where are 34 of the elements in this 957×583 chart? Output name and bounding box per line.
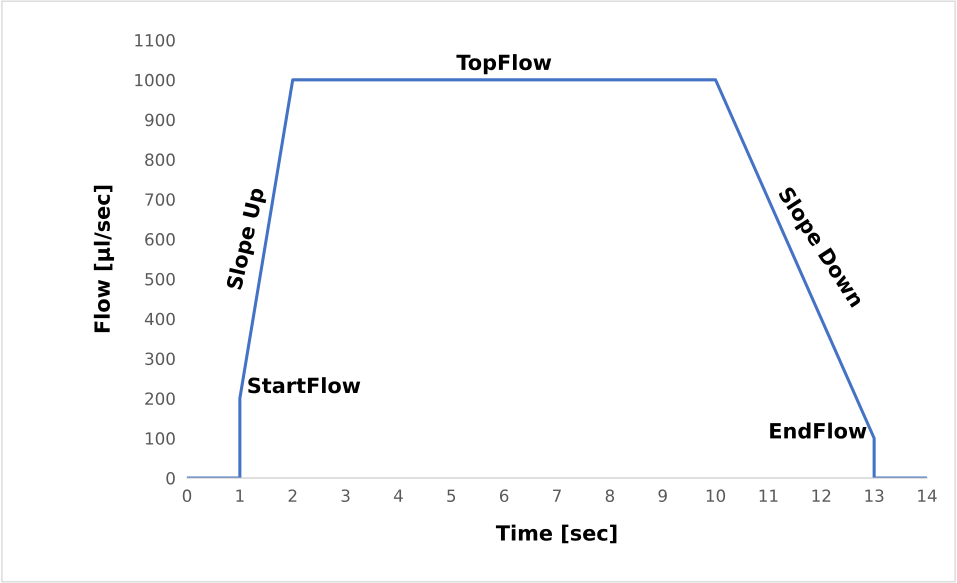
- x-axis-title: Time [sec]: [496, 524, 616, 544]
- y-tick-label: 700: [145, 193, 175, 206]
- x-tick-label: 7: [553, 490, 561, 502]
- y-axis-title: Flow [µl/sec]: [94, 186, 114, 332]
- y-tick-label: 400: [144, 312, 175, 326]
- y-tick-label: 900: [145, 114, 175, 126]
- x-tick-label: 10: [706, 489, 726, 502]
- y-tick-label: 300: [145, 352, 175, 366]
- x-tick-label: 9: [658, 489, 667, 502]
- x-tick-label: 4: [394, 490, 403, 502]
- y-tick-label: 800: [145, 153, 175, 166]
- x-tick-label: 14: [918, 490, 937, 502]
- x-tick-label: 13: [865, 489, 884, 502]
- annotation: TopFlow: [456, 54, 552, 74]
- y-tick-label: 600: [145, 233, 175, 246]
- x-tick-label: 11: [760, 490, 778, 502]
- x-tick-label: 8: [606, 489, 614, 502]
- annotation: StartFlow: [248, 377, 360, 394]
- annotation: EndFlow: [770, 422, 866, 439]
- line-series: [187, 78, 927, 478]
- x-tick-label: 0: [182, 489, 192, 502]
- y-tick-label: 200: [145, 392, 175, 405]
- x-tick-label: 5: [447, 490, 456, 502]
- y-tick-label: 100: [146, 432, 175, 445]
- y-tick-label: 500: [145, 272, 175, 286]
- x-tick-label: 3: [342, 489, 350, 502]
- y-tick-label: 0: [166, 472, 175, 485]
- x-tick-label: 6: [500, 489, 508, 502]
- annotation: Slope Up: [226, 186, 268, 291]
- x-tick-label: 1: [236, 490, 244, 502]
- y-tick-label: 1000: [135, 74, 175, 86]
- x-tick-label: 12: [812, 489, 830, 502]
- y-tick-label: 1100: [135, 34, 175, 47]
- x-tick-label: 2: [288, 489, 296, 502]
